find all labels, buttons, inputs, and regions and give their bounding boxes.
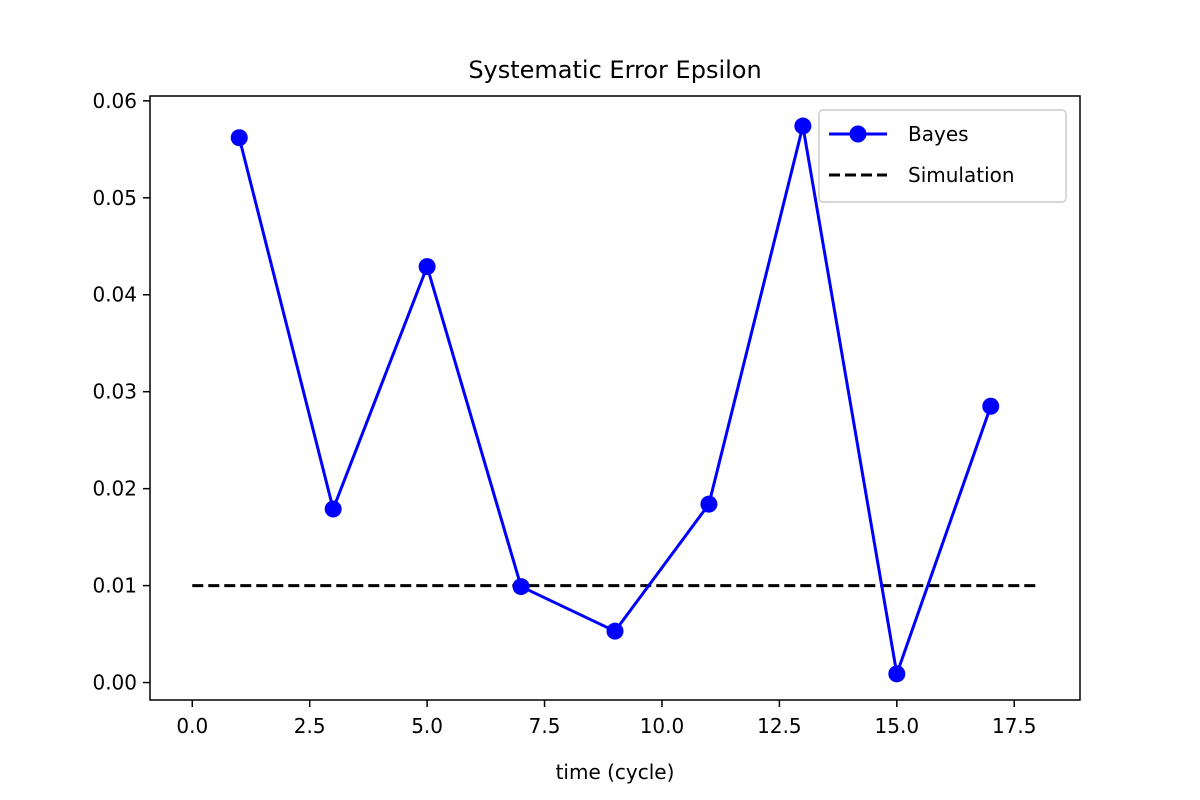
y-tick-label: 0.06 [92,89,137,113]
x-tick-label: 7.5 [529,714,561,738]
x-tick-label: 0.0 [176,714,208,738]
y-tick-label: 0.05 [92,186,137,210]
x-tick-label: 2.5 [294,714,326,738]
data-point [418,258,436,276]
x-axis-label: time (cycle) [556,760,675,784]
legend: Bayes Simulation [818,109,1067,203]
x-tick-label: 15.0 [875,714,920,738]
y-tick-label: 0.02 [92,477,137,501]
legend-label: Simulation [908,163,1015,187]
x-tick-label: 17.5 [992,714,1037,738]
legend-label: Bayes [908,122,969,146]
y-tick-label: 0.01 [92,574,137,598]
data-point [324,500,342,518]
data-point [230,129,248,147]
y-tick-label: 0.03 [92,380,137,404]
data-point [794,117,812,135]
x-tick-label: 10.0 [640,714,685,738]
data-point [888,665,906,683]
chart-title: Systematic Error Epsilon [468,56,761,84]
data-point [512,578,530,596]
x-tick-label: 5.0 [411,714,443,738]
y-tick-label: 0.04 [92,283,137,307]
data-point [700,495,718,513]
data-point [982,397,1000,415]
data-point [606,622,624,640]
plot-layer [192,117,1038,683]
x-tick-label: 12.5 [757,714,802,738]
ticks-layer: 0.0 2.5 5.0 7.5 10.0 12.5 15.0 17.5 0.00 0.01 0.02… [92,89,1036,738]
legend-swatch-marker [849,125,867,143]
plot-frame [149,95,1081,701]
y-tick-label: 0.00 [92,671,137,695]
